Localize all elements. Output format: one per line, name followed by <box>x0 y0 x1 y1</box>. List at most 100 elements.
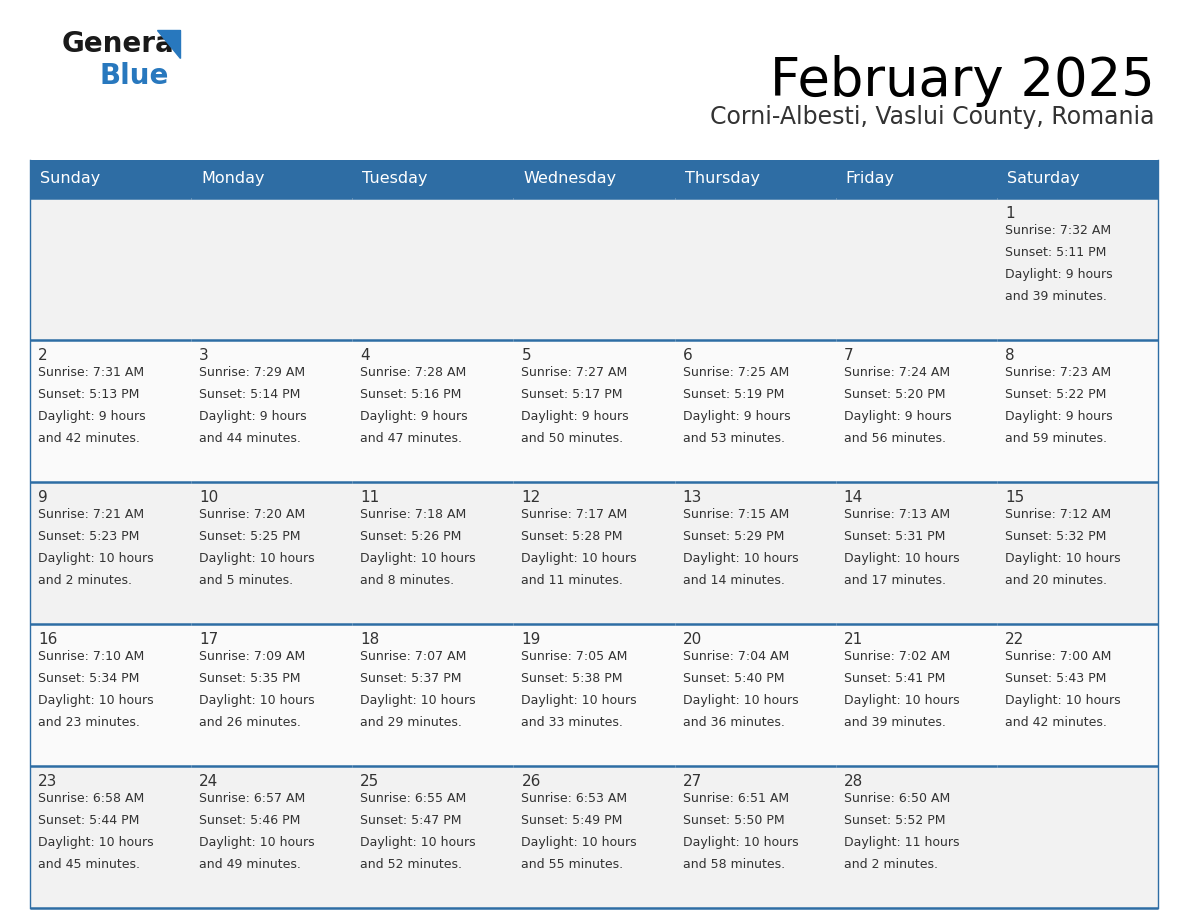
Text: Daylight: 9 hours: Daylight: 9 hours <box>38 410 146 423</box>
Text: Daylight: 10 hours: Daylight: 10 hours <box>522 836 637 849</box>
Text: Sunrise: 7:00 AM: Sunrise: 7:00 AM <box>1005 650 1111 663</box>
Text: Sunset: 5:25 PM: Sunset: 5:25 PM <box>200 530 301 543</box>
Text: 24: 24 <box>200 774 219 789</box>
Text: Sunset: 5:40 PM: Sunset: 5:40 PM <box>683 672 784 685</box>
Text: Blue: Blue <box>100 62 170 90</box>
Bar <box>513 766 675 908</box>
Text: and 44 minutes.: and 44 minutes. <box>200 432 301 445</box>
Text: and 52 minutes.: and 52 minutes. <box>360 858 462 871</box>
Bar <box>513 340 675 482</box>
Text: and 56 minutes.: and 56 minutes. <box>843 432 946 445</box>
Text: Daylight: 11 hours: Daylight: 11 hours <box>843 836 959 849</box>
Text: and 59 minutes.: and 59 minutes. <box>1005 432 1107 445</box>
Text: Daylight: 10 hours: Daylight: 10 hours <box>1005 552 1120 565</box>
Text: Daylight: 10 hours: Daylight: 10 hours <box>1005 694 1120 707</box>
Text: Sunrise: 7:29 AM: Sunrise: 7:29 AM <box>200 366 305 379</box>
Bar <box>30 482 191 624</box>
Text: Wednesday: Wednesday <box>524 172 617 186</box>
Bar <box>675 340 835 482</box>
Text: Sunset: 5:38 PM: Sunset: 5:38 PM <box>522 672 623 685</box>
Text: Daylight: 10 hours: Daylight: 10 hours <box>360 694 476 707</box>
Text: Sunset: 5:34 PM: Sunset: 5:34 PM <box>38 672 139 685</box>
Text: Sunrise: 6:55 AM: Sunrise: 6:55 AM <box>360 792 467 805</box>
Polygon shape <box>157 30 181 58</box>
Text: and 17 minutes.: and 17 minutes. <box>843 574 946 587</box>
Text: Sunset: 5:22 PM: Sunset: 5:22 PM <box>1005 388 1106 401</box>
Text: and 47 minutes.: and 47 minutes. <box>360 432 462 445</box>
Text: and 42 minutes.: and 42 minutes. <box>38 432 140 445</box>
Text: Daylight: 10 hours: Daylight: 10 hours <box>38 552 153 565</box>
Text: Corni-Albesti, Vaslui County, Romania: Corni-Albesti, Vaslui County, Romania <box>710 105 1155 129</box>
Text: Sunset: 5:46 PM: Sunset: 5:46 PM <box>200 814 301 827</box>
Text: and 36 minutes.: and 36 minutes. <box>683 716 784 729</box>
Text: Sunset: 5:16 PM: Sunset: 5:16 PM <box>360 388 462 401</box>
Text: Sunrise: 7:20 AM: Sunrise: 7:20 AM <box>200 508 305 521</box>
Text: Sunrise: 7:02 AM: Sunrise: 7:02 AM <box>843 650 950 663</box>
Text: Sunset: 5:37 PM: Sunset: 5:37 PM <box>360 672 462 685</box>
Text: Daylight: 10 hours: Daylight: 10 hours <box>843 694 960 707</box>
Text: Sunrise: 7:05 AM: Sunrise: 7:05 AM <box>522 650 627 663</box>
Text: Daylight: 10 hours: Daylight: 10 hours <box>843 552 960 565</box>
Text: and 29 minutes.: and 29 minutes. <box>360 716 462 729</box>
Bar <box>353 198 513 340</box>
Text: Saturday: Saturday <box>1007 172 1080 186</box>
Text: Sunset: 5:20 PM: Sunset: 5:20 PM <box>843 388 946 401</box>
Bar <box>30 160 1158 198</box>
Text: 18: 18 <box>360 632 379 647</box>
Text: Daylight: 9 hours: Daylight: 9 hours <box>360 410 468 423</box>
Text: Sunrise: 6:57 AM: Sunrise: 6:57 AM <box>200 792 305 805</box>
Text: Sunset: 5:23 PM: Sunset: 5:23 PM <box>38 530 139 543</box>
Text: 7: 7 <box>843 348 853 363</box>
Text: 10: 10 <box>200 490 219 505</box>
Text: and 8 minutes.: and 8 minutes. <box>360 574 455 587</box>
Text: Sunrise: 7:18 AM: Sunrise: 7:18 AM <box>360 508 467 521</box>
Text: 15: 15 <box>1005 490 1024 505</box>
Text: and 39 minutes.: and 39 minutes. <box>1005 290 1107 303</box>
Text: Sunset: 5:35 PM: Sunset: 5:35 PM <box>200 672 301 685</box>
Bar <box>997 766 1158 908</box>
Text: Sunrise: 7:07 AM: Sunrise: 7:07 AM <box>360 650 467 663</box>
Bar <box>191 482 353 624</box>
Bar <box>997 340 1158 482</box>
Text: 26: 26 <box>522 774 541 789</box>
Text: Sunrise: 7:12 AM: Sunrise: 7:12 AM <box>1005 508 1111 521</box>
Text: Sunrise: 6:51 AM: Sunrise: 6:51 AM <box>683 792 789 805</box>
Text: Sunset: 5:49 PM: Sunset: 5:49 PM <box>522 814 623 827</box>
Text: 16: 16 <box>38 632 57 647</box>
Text: 13: 13 <box>683 490 702 505</box>
Text: Monday: Monday <box>201 172 265 186</box>
Bar <box>513 482 675 624</box>
Text: and 20 minutes.: and 20 minutes. <box>1005 574 1107 587</box>
Bar <box>513 198 675 340</box>
Text: and 39 minutes.: and 39 minutes. <box>843 716 946 729</box>
Text: Sunset: 5:50 PM: Sunset: 5:50 PM <box>683 814 784 827</box>
Text: and 5 minutes.: and 5 minutes. <box>200 574 293 587</box>
Text: Daylight: 10 hours: Daylight: 10 hours <box>360 552 476 565</box>
Text: Daylight: 10 hours: Daylight: 10 hours <box>38 694 153 707</box>
Bar <box>835 198 997 340</box>
Text: and 45 minutes.: and 45 minutes. <box>38 858 140 871</box>
Bar <box>30 624 191 766</box>
Text: and 42 minutes.: and 42 minutes. <box>1005 716 1107 729</box>
Text: Sunrise: 7:17 AM: Sunrise: 7:17 AM <box>522 508 627 521</box>
Text: Sunset: 5:13 PM: Sunset: 5:13 PM <box>38 388 139 401</box>
Text: Sunset: 5:32 PM: Sunset: 5:32 PM <box>1005 530 1106 543</box>
Text: Friday: Friday <box>846 172 895 186</box>
Text: Daylight: 10 hours: Daylight: 10 hours <box>38 836 153 849</box>
Bar <box>513 624 675 766</box>
Text: Sunrise: 7:23 AM: Sunrise: 7:23 AM <box>1005 366 1111 379</box>
Bar <box>997 624 1158 766</box>
Text: and 23 minutes.: and 23 minutes. <box>38 716 140 729</box>
Text: and 50 minutes.: and 50 minutes. <box>522 432 624 445</box>
Text: Daylight: 10 hours: Daylight: 10 hours <box>522 694 637 707</box>
Text: 22: 22 <box>1005 632 1024 647</box>
Text: Sunrise: 6:50 AM: Sunrise: 6:50 AM <box>843 792 950 805</box>
Text: and 53 minutes.: and 53 minutes. <box>683 432 784 445</box>
Text: Sunset: 5:47 PM: Sunset: 5:47 PM <box>360 814 462 827</box>
Bar <box>835 482 997 624</box>
Text: Daylight: 9 hours: Daylight: 9 hours <box>1005 410 1112 423</box>
Text: 1: 1 <box>1005 206 1015 221</box>
Text: 8: 8 <box>1005 348 1015 363</box>
Bar <box>835 340 997 482</box>
Bar <box>30 766 191 908</box>
